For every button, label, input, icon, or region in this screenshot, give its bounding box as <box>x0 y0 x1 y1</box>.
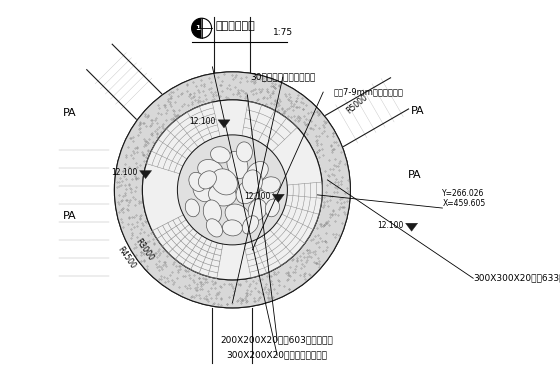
Ellipse shape <box>198 159 223 180</box>
Wedge shape <box>192 18 202 38</box>
Text: X=459.605: X=459.605 <box>442 199 486 208</box>
Ellipse shape <box>265 199 279 217</box>
Polygon shape <box>405 223 418 231</box>
Text: 12.100: 12.100 <box>377 221 404 230</box>
Text: 12.100: 12.100 <box>244 192 270 201</box>
Text: 12.100: 12.100 <box>190 117 216 126</box>
Text: 200X200X20福建603花岗石光面: 200X200X20福建603花岗石光面 <box>221 336 334 345</box>
Text: 12.100: 12.100 <box>111 168 138 177</box>
Circle shape <box>178 135 287 245</box>
Text: 300X200X20福建青花岗石染面: 300X200X20福建青花岗石染面 <box>227 351 328 360</box>
Ellipse shape <box>206 219 222 237</box>
Ellipse shape <box>236 180 259 204</box>
Text: 300X300X20福建633花岗石染面: 300X300X20福建633花岗石染面 <box>473 274 560 283</box>
Wedge shape <box>114 72 351 308</box>
Ellipse shape <box>248 199 267 221</box>
Ellipse shape <box>211 169 237 195</box>
Text: 粒径7-9mm白、灰色石英: 粒径7-9mm白、灰色石英 <box>333 88 403 97</box>
Circle shape <box>142 100 323 280</box>
Polygon shape <box>272 194 284 202</box>
Ellipse shape <box>260 177 281 193</box>
Ellipse shape <box>222 220 242 236</box>
Text: PA: PA <box>63 211 77 221</box>
Ellipse shape <box>211 147 230 163</box>
Ellipse shape <box>208 184 236 206</box>
Text: 30厚黄木纹文化石冰裂拼: 30厚黄木纹文化石冰裂拼 <box>250 73 315 82</box>
Ellipse shape <box>225 204 250 226</box>
Text: Y=266.026: Y=266.026 <box>442 189 485 198</box>
Text: R3000: R3000 <box>134 237 155 263</box>
Ellipse shape <box>242 170 263 194</box>
Text: PA: PA <box>63 108 77 118</box>
Ellipse shape <box>189 172 206 191</box>
Ellipse shape <box>193 182 212 202</box>
Text: 铺装一平面图: 铺装一平面图 <box>216 21 255 31</box>
Circle shape <box>192 18 212 38</box>
Ellipse shape <box>227 151 248 179</box>
Polygon shape <box>218 120 230 128</box>
Circle shape <box>114 72 351 308</box>
Text: PA: PA <box>410 106 424 116</box>
Ellipse shape <box>246 162 268 182</box>
Ellipse shape <box>198 171 217 189</box>
Ellipse shape <box>255 190 274 206</box>
Text: 1: 1 <box>195 25 200 31</box>
Text: PA: PA <box>408 170 421 180</box>
Text: R5000: R5000 <box>345 93 370 115</box>
Text: 1:75: 1:75 <box>273 28 293 37</box>
Polygon shape <box>139 171 152 179</box>
Ellipse shape <box>242 216 259 234</box>
Ellipse shape <box>203 200 222 224</box>
Ellipse shape <box>236 142 253 162</box>
Text: R4500: R4500 <box>115 245 137 270</box>
Ellipse shape <box>185 199 199 217</box>
